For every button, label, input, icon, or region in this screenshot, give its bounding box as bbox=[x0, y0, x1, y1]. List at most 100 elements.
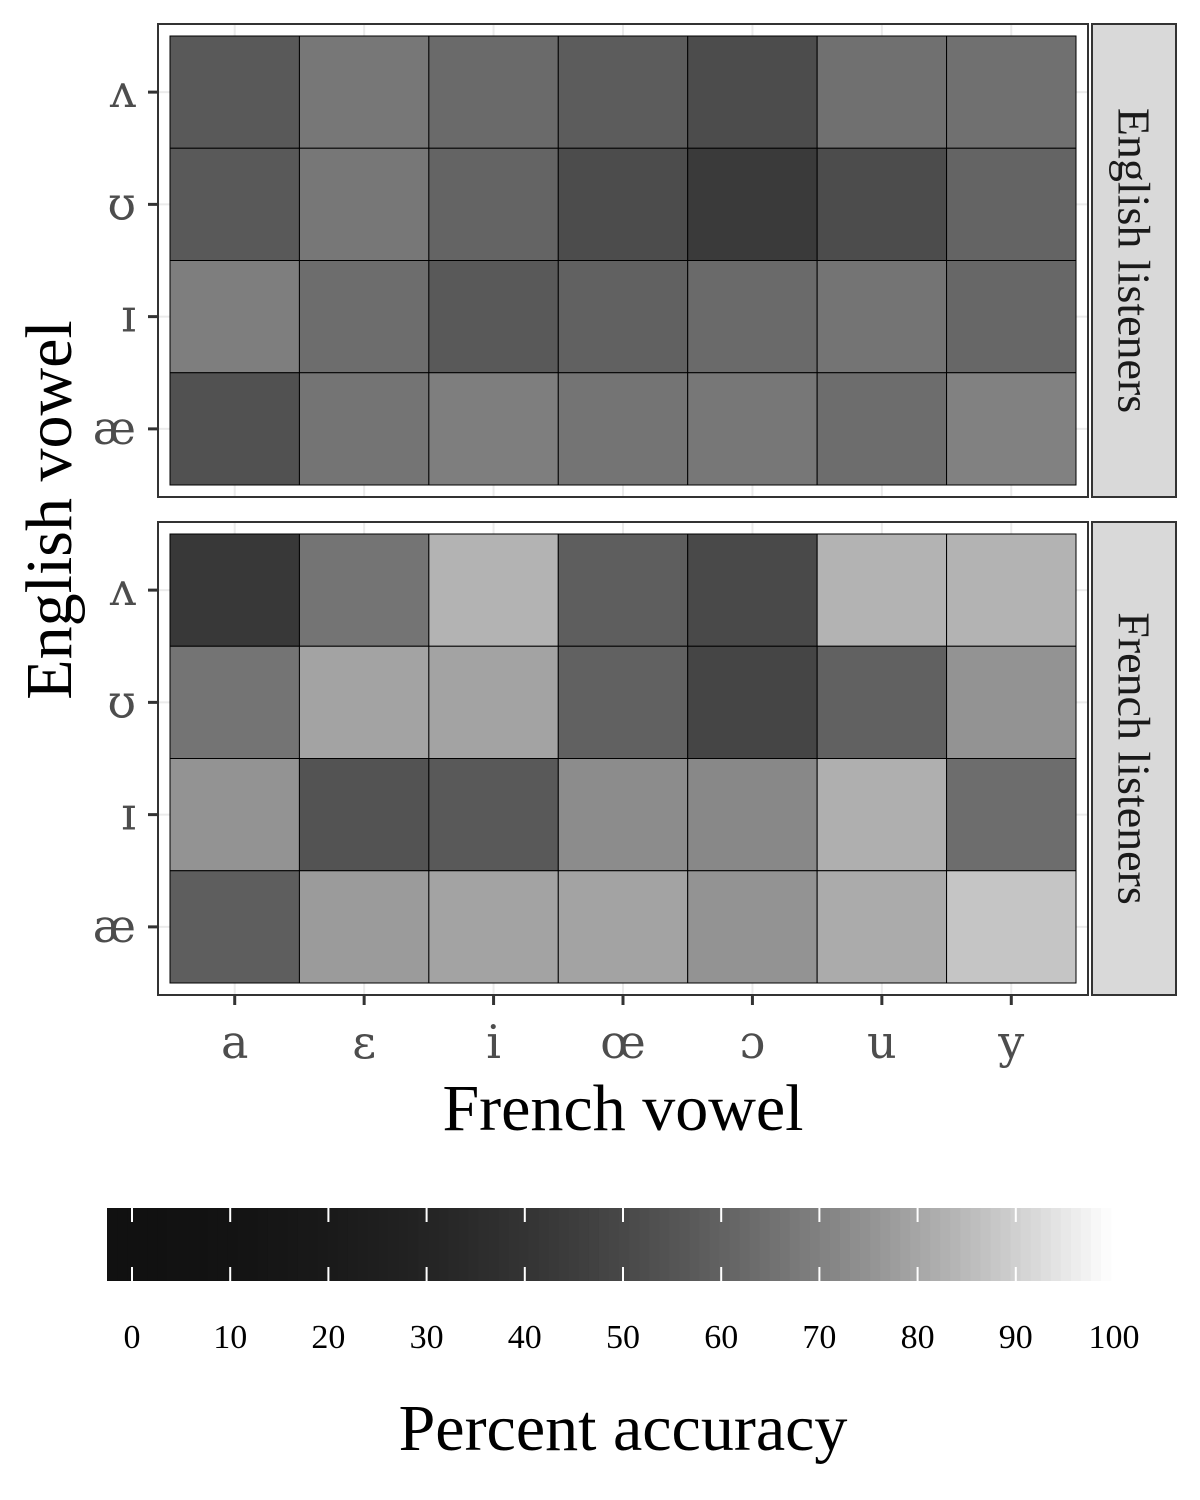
colorbar-segment bbox=[990, 1208, 1002, 1281]
panel-2: ʌ ʊ ɪ æ French listeners bbox=[93, 521, 1177, 996]
heatmap-cell bbox=[816, 147, 948, 261]
colorbar-tick-label: 20 bbox=[311, 1319, 345, 1356]
heatmap-cell bbox=[816, 260, 948, 374]
x-tick-label: ɛ bbox=[352, 1015, 376, 1069]
heatmap-cell bbox=[557, 758, 689, 872]
colorbar-segment bbox=[227, 1208, 239, 1281]
colorbar-segment bbox=[187, 1208, 198, 1281]
colorbar-tick-label: 10 bbox=[213, 1319, 247, 1356]
heatmap-cell bbox=[428, 372, 559, 486]
facet-strip bbox=[1091, 521, 1177, 996]
heatmap-cell bbox=[816, 870, 948, 984]
colorbar-segment bbox=[659, 1208, 670, 1281]
colorbar-segment bbox=[297, 1208, 309, 1281]
y-tick-label: ʊ bbox=[107, 674, 136, 728]
colorbar-segment bbox=[1100, 1208, 1112, 1281]
colorbar-segment bbox=[147, 1208, 158, 1281]
colorbar-segment bbox=[930, 1208, 941, 1281]
heatmap-cell bbox=[687, 35, 818, 149]
colorbar-tick-label: 70 bbox=[802, 1319, 836, 1356]
colorbar-segment bbox=[468, 1208, 480, 1281]
colorbar-segment bbox=[970, 1208, 982, 1281]
colorbar-tick-label: 30 bbox=[410, 1319, 444, 1356]
heatmap-cell bbox=[946, 147, 1077, 261]
colorbar-segment bbox=[769, 1208, 781, 1281]
colorbar-segment bbox=[237, 1208, 249, 1281]
colorbar-segment bbox=[488, 1208, 500, 1281]
colorbar-segment bbox=[980, 1208, 992, 1281]
heatmap-cell bbox=[687, 533, 818, 647]
facet-strip-label: French listeners bbox=[1109, 612, 1160, 905]
colorbar-segment bbox=[1040, 1208, 1052, 1281]
colorbar-segment bbox=[388, 1208, 399, 1281]
colorbar-segment bbox=[1090, 1208, 1102, 1281]
colorbar-tick-label: 80 bbox=[901, 1319, 935, 1356]
panel-border bbox=[157, 23, 1089, 498]
heatmap-cell bbox=[816, 645, 948, 759]
colorbar-segment bbox=[327, 1208, 339, 1281]
x-tick-label: u bbox=[867, 1015, 897, 1069]
colorbar-segment bbox=[478, 1208, 490, 1281]
colorbar-segment bbox=[347, 1208, 359, 1281]
heatmap-cell bbox=[298, 372, 430, 486]
colorbar-segment bbox=[890, 1208, 901, 1281]
heatmap-cell bbox=[298, 870, 430, 984]
colorbar-segment bbox=[518, 1208, 530, 1281]
heatmap-cell bbox=[169, 260, 300, 374]
y-tick-label: ʌ bbox=[109, 64, 136, 118]
colorbar-segment bbox=[829, 1208, 841, 1281]
colorbar-segment bbox=[1080, 1208, 1092, 1281]
colorbar-segment bbox=[438, 1208, 449, 1281]
heatmap-cell bbox=[169, 758, 300, 872]
heatmap-cell bbox=[298, 758, 430, 872]
colorbar-segment bbox=[1000, 1208, 1012, 1281]
colorbar-segment bbox=[568, 1208, 580, 1281]
heatmap-cell bbox=[946, 35, 1077, 149]
colorbar-segment bbox=[729, 1208, 741, 1281]
heatmap-cell bbox=[557, 870, 689, 984]
y-tick-label: ɪ bbox=[121, 787, 136, 841]
colorbar-segment bbox=[177, 1208, 188, 1281]
colorbar-segment bbox=[1020, 1208, 1032, 1281]
heatmap-cell bbox=[557, 260, 689, 374]
colorbar-segment bbox=[649, 1208, 660, 1281]
x-tick-label: i bbox=[486, 1015, 501, 1069]
colorbar-segment bbox=[709, 1208, 721, 1281]
heatmap-cell bbox=[428, 645, 559, 759]
colorbar-segment bbox=[117, 1208, 128, 1281]
heatmap-cell bbox=[816, 758, 948, 872]
heatmap-cell bbox=[169, 35, 300, 149]
colorbar-segment bbox=[548, 1208, 560, 1281]
colorbar-segment bbox=[799, 1208, 811, 1281]
heatmap-cell bbox=[428, 35, 559, 149]
heatmap-cell bbox=[946, 758, 1077, 872]
colorbar-segment bbox=[378, 1208, 389, 1281]
heatmap-cell bbox=[687, 645, 818, 759]
colorbar-segment bbox=[629, 1208, 640, 1281]
colorbar-tick-label: 50 bbox=[606, 1319, 640, 1356]
colorbar-segment bbox=[448, 1208, 459, 1281]
colorbar-segment bbox=[578, 1208, 590, 1281]
y-tick-label: ʌ bbox=[109, 562, 136, 616]
colorbar-segment bbox=[619, 1208, 630, 1281]
heatmap-cell bbox=[557, 533, 689, 647]
heatmap-cell bbox=[428, 870, 559, 984]
colorbar-segment bbox=[458, 1208, 470, 1281]
x-axis-title: French vowel bbox=[442, 1072, 803, 1145]
colorbar-segment bbox=[809, 1208, 821, 1281]
colorbar-segment bbox=[910, 1208, 921, 1281]
colorbar-tick-label: 90 bbox=[999, 1319, 1033, 1356]
colorbar-segment bbox=[870, 1208, 881, 1281]
heatmap-cell bbox=[946, 372, 1077, 486]
colorbar-segment bbox=[1070, 1208, 1082, 1281]
colorbar-segment bbox=[789, 1208, 801, 1281]
colorbar-segment bbox=[107, 1208, 118, 1281]
colorbar-tick-label: 0 bbox=[124, 1319, 141, 1356]
colorbar-segment bbox=[669, 1208, 680, 1281]
colorbar: 0 10 20 30 40 50 60 70 80 90 100 bbox=[107, 1208, 1140, 1356]
colorbar-segment bbox=[498, 1208, 510, 1281]
y-tick-label: æ bbox=[93, 899, 136, 953]
heatmap-cell bbox=[428, 758, 559, 872]
heatmap-cell bbox=[169, 372, 300, 486]
